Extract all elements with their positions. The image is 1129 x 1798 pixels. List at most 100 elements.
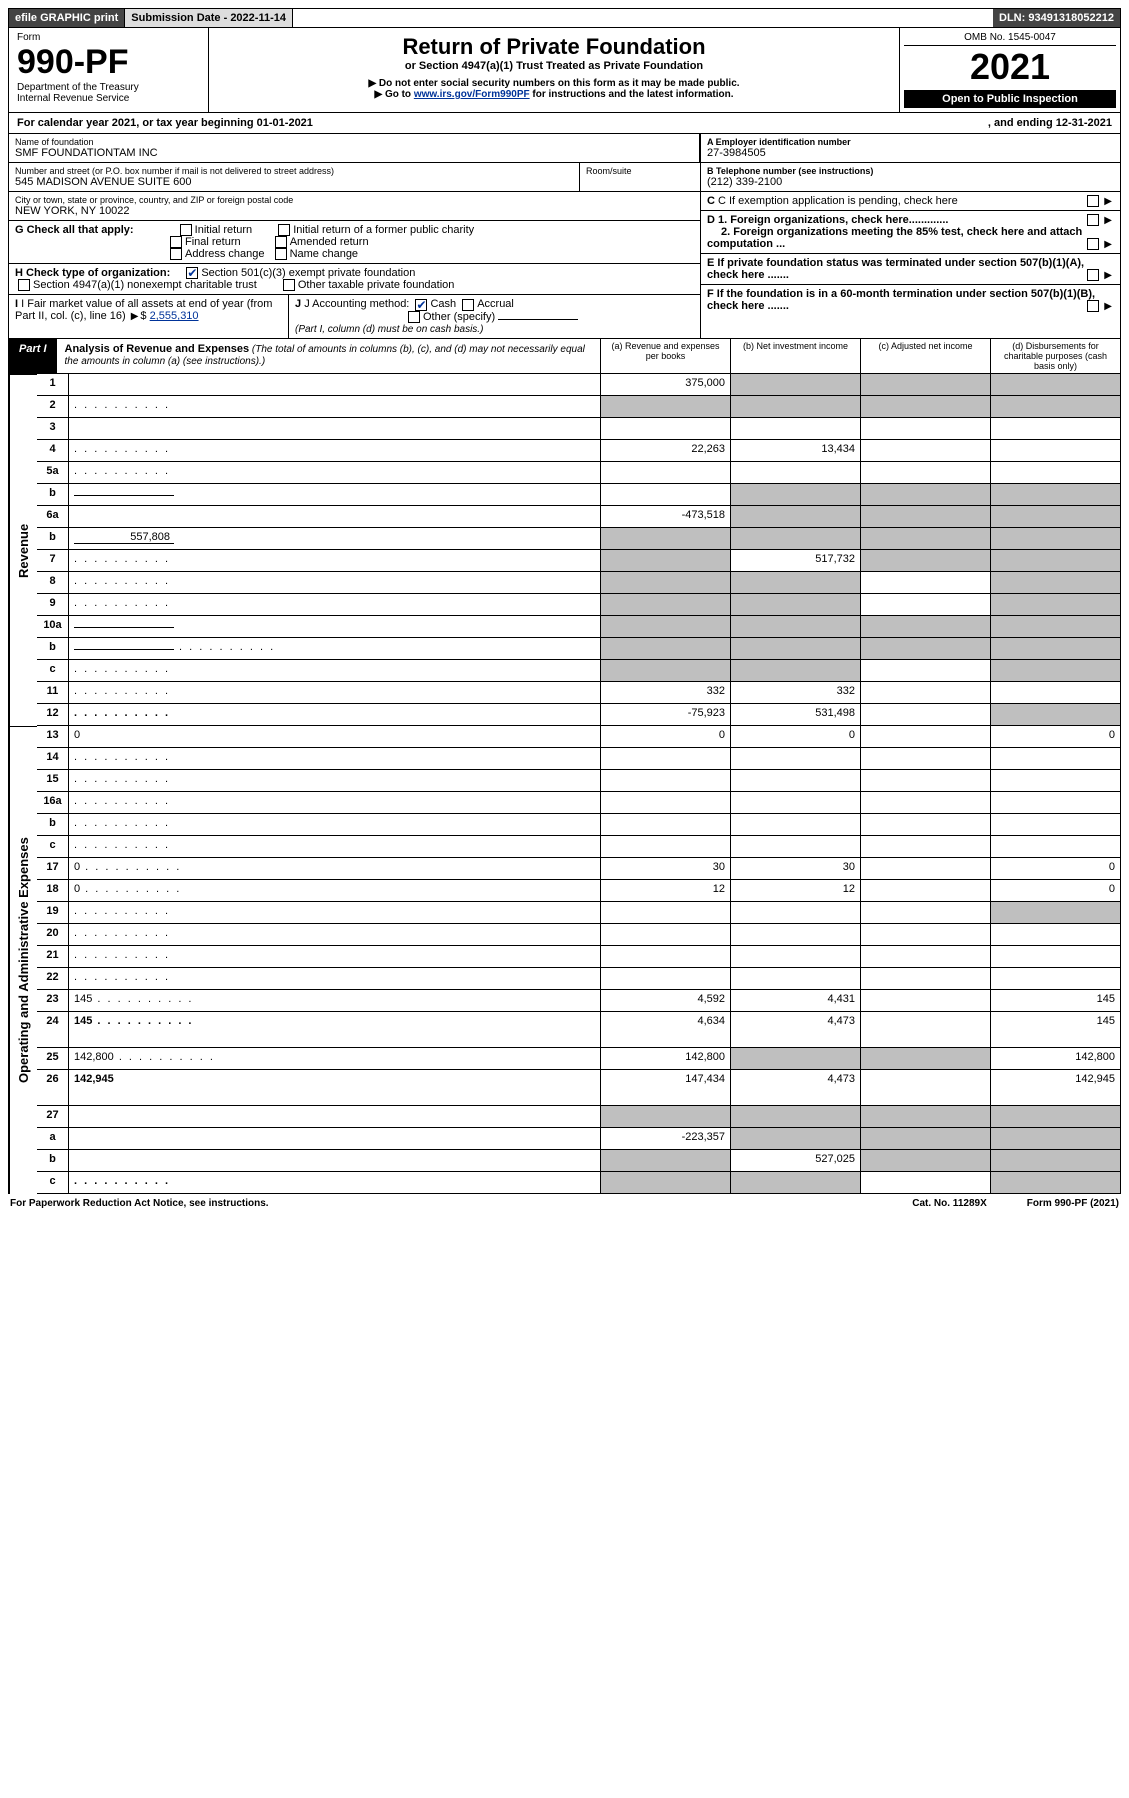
row-number: a [37, 1128, 69, 1150]
chk-addr-change[interactable] [170, 248, 182, 260]
form-title: Return of Private Foundation [217, 34, 891, 60]
row-col-d [990, 550, 1120, 572]
row-col-a: 4,592 [600, 990, 730, 1012]
row-col-a [600, 1172, 730, 1194]
row-col-d: 142,800 [990, 1048, 1120, 1070]
chk-amended[interactable] [275, 236, 287, 248]
row-number: 24 [37, 1012, 69, 1048]
row-desc [69, 660, 600, 682]
row-col-a: -223,357 [600, 1128, 730, 1150]
row-col-d [990, 1150, 1120, 1172]
foundation-name: SMF FOUNDATIONTAM INC [15, 147, 693, 159]
omb-label: OMB No. 1545-0047 [904, 32, 1116, 46]
row-col-c [860, 550, 990, 572]
row-col-c [860, 506, 990, 528]
form-header: Form 990-PF Department of the Treasury I… [8, 28, 1121, 113]
row-col-d [990, 440, 1120, 462]
row-number: b [37, 528, 69, 550]
row-desc [69, 1128, 600, 1150]
row-col-d: 142,945 [990, 1070, 1120, 1106]
chk-other-taxable[interactable] [283, 279, 295, 291]
chk-507b1b[interactable] [1087, 300, 1099, 312]
row-col-c [860, 594, 990, 616]
row-number: 23 [37, 990, 69, 1012]
chk-name-change[interactable] [275, 248, 287, 260]
row-col-b [730, 924, 860, 946]
row-number: 12 [37, 704, 69, 726]
tax-year: 2021 [904, 46, 1116, 88]
cal-begin: For calendar year 2021, or tax year begi… [17, 117, 988, 129]
row-col-b: 4,473 [730, 1070, 860, 1106]
row-col-a [600, 748, 730, 770]
addr-value: 545 MADISON AVENUE SUITE 600 [15, 176, 573, 188]
chk-initial-return[interactable] [180, 224, 192, 236]
chk-accrual[interactable] [462, 299, 474, 311]
ein-value: 27-3984505 [707, 147, 1114, 159]
row-desc: 145 [69, 1012, 600, 1048]
chk-exemption-pending[interactable] [1087, 195, 1099, 207]
row-col-c [860, 704, 990, 726]
row-col-a: 142,800 [600, 1048, 730, 1070]
row-number: 19 [37, 902, 69, 924]
expenses-label: Operating and Administrative Expenses [9, 726, 37, 1194]
chk-85pct[interactable] [1087, 238, 1099, 250]
row-col-b: 13,434 [730, 440, 860, 462]
chk-other-method[interactable] [408, 311, 420, 323]
row-col-c [860, 836, 990, 858]
fmv-link[interactable]: 2,555,310 [150, 310, 199, 322]
section-e: E If private foundation status was termi… [701, 254, 1120, 285]
row-desc [69, 704, 600, 726]
row-col-b: 527,025 [730, 1150, 860, 1172]
row-col-c [860, 1012, 990, 1048]
phone-value: (212) 339-2100 [707, 176, 1114, 188]
row-desc [69, 814, 600, 836]
row-col-d [990, 902, 1120, 924]
row-col-a [600, 418, 730, 440]
row-col-a: 147,434 [600, 1070, 730, 1106]
chk-cash[interactable] [415, 299, 427, 311]
row-col-b [730, 770, 860, 792]
row-desc: 142,945 [69, 1070, 600, 1106]
row-col-b [730, 638, 860, 660]
chk-foreign-org[interactable] [1087, 214, 1099, 226]
row-col-c [860, 748, 990, 770]
name-label: Name of foundation [15, 137, 693, 147]
row-col-c [860, 990, 990, 1012]
row-col-a [600, 770, 730, 792]
chk-former-public[interactable] [278, 224, 290, 236]
row-desc [69, 748, 600, 770]
row-col-a: 30 [600, 858, 730, 880]
row-number: 1 [37, 374, 69, 396]
row-col-b: 531,498 [730, 704, 860, 726]
row-col-b [730, 374, 860, 396]
row-desc [69, 418, 600, 440]
chk-501c3[interactable] [186, 267, 198, 279]
row-number: c [37, 1172, 69, 1194]
row-col-d [990, 396, 1120, 418]
row-col-c [860, 924, 990, 946]
row-desc [69, 616, 600, 638]
row-col-b: 30 [730, 858, 860, 880]
row-col-a [600, 616, 730, 638]
row-col-b [730, 484, 860, 506]
row-col-c [860, 462, 990, 484]
row-number: 20 [37, 924, 69, 946]
chk-4947[interactable] [18, 279, 30, 291]
chk-507b1a[interactable] [1087, 269, 1099, 281]
row-col-d: 0 [990, 880, 1120, 902]
city-label: City or town, state or province, country… [15, 195, 694, 205]
chk-final-return[interactable] [170, 236, 182, 248]
irs-link[interactable]: www.irs.gov/Form990PF [414, 89, 530, 100]
row-col-b: 4,431 [730, 990, 860, 1012]
efile-label: efile GRAPHIC print [9, 9, 125, 27]
row-col-a [600, 572, 730, 594]
section-c: C C If exemption application is pending,… [701, 192, 1120, 211]
row-number: 13 [37, 726, 69, 748]
row-desc [69, 440, 600, 462]
row-col-d: 0 [990, 858, 1120, 880]
row-col-b [730, 1048, 860, 1070]
form-number: 990-PF [17, 43, 200, 82]
efile-topbar: efile GRAPHIC print Submission Date - 20… [8, 8, 1121, 28]
row-desc [69, 594, 600, 616]
row-col-a [600, 528, 730, 550]
